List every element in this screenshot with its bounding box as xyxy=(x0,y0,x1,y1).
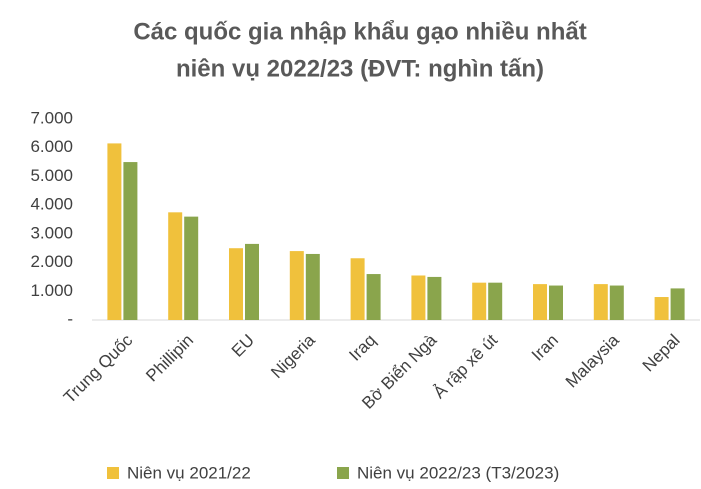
bar xyxy=(593,284,608,320)
x-tick-label: Nigeria xyxy=(267,330,319,382)
chart-title: Các quốc gia nhập khẩu gạo nhiều nhất xyxy=(133,18,586,45)
bar xyxy=(472,282,487,320)
bar xyxy=(549,285,563,320)
bar xyxy=(107,143,122,320)
bar xyxy=(168,212,183,320)
bar xyxy=(654,297,669,320)
x-tick-label: Trung Quốc xyxy=(60,330,137,407)
legend-swatch xyxy=(337,467,349,479)
x-tick-label: EU xyxy=(228,331,258,361)
bar xyxy=(427,276,442,320)
x-tick-label: Iraq xyxy=(345,331,379,365)
bar xyxy=(229,248,243,320)
bar xyxy=(366,274,381,320)
x-tick-label: Phillipin xyxy=(142,331,197,386)
bar xyxy=(184,216,199,320)
bar xyxy=(289,251,304,320)
bar xyxy=(670,288,685,320)
y-tick-label: 4.000 xyxy=(30,195,73,214)
bar xyxy=(411,275,426,320)
bar xyxy=(533,284,547,320)
y-tick-label: 6.000 xyxy=(30,137,73,156)
x-tick-label: Nepal xyxy=(639,331,684,376)
y-tick-label: 2.000 xyxy=(30,252,73,271)
bar xyxy=(245,243,259,320)
legend-label: Niên vụ 2021/22 xyxy=(127,463,251,482)
y-tick-label: - xyxy=(67,309,73,328)
bar xyxy=(123,162,138,320)
x-tick-label: Malaysia xyxy=(562,330,623,391)
bar xyxy=(488,282,503,320)
legend-label: Niên vụ 2022/23 (T3/2023) xyxy=(357,463,559,482)
x-tick-label: Iran xyxy=(528,331,562,365)
bar xyxy=(350,258,365,320)
bar xyxy=(609,285,624,320)
x-tick-label: Ả rập xê út xyxy=(430,330,502,402)
y-tick-label: 7.000 xyxy=(30,108,73,127)
legend-swatch xyxy=(107,467,119,479)
bar xyxy=(305,253,320,320)
y-tick-label: 5.000 xyxy=(30,166,73,185)
chart-title: niên vụ 2022/23 (ĐVT: nghìn tấn) xyxy=(176,55,544,82)
y-tick-label: 3.000 xyxy=(30,223,73,242)
y-tick-label: 1.000 xyxy=(30,281,73,300)
